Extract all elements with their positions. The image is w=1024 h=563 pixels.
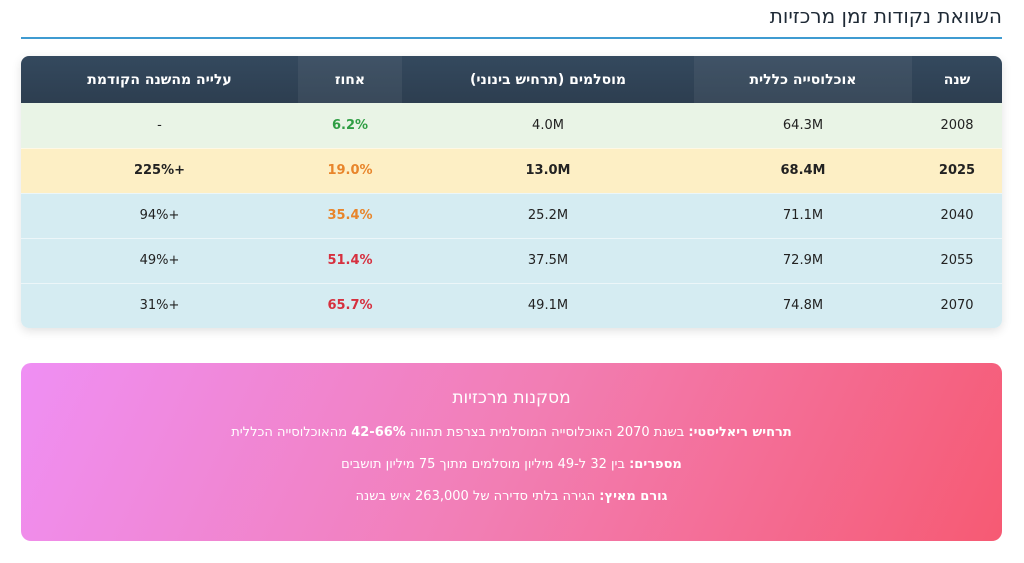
cell-percent: 6.2% — [298, 103, 402, 149]
cell-muslims: 25.2M — [402, 193, 694, 239]
cell-increase: - — [21, 103, 298, 149]
cell-population: 72.9M — [694, 238, 912, 284]
cell-increase: +31% — [21, 283, 298, 328]
table-header-row: שנה אוכלוסייה כללית מוסלמים (תרחיש בינונ… — [21, 56, 1002, 103]
conclusion-text: בין 32 ל-49 מיליון מוסלמים מתוך 75 מיליו… — [341, 457, 630, 472]
conclusion-text: בשנת 2070 האוכלוסייה המוסלמית בצרפת תהוו… — [405, 425, 689, 440]
conclusion-line-realistic: תרחיש ריאליסטי: בשנת 2070 האוכלוסייה המו… — [21, 425, 1002, 440]
cell-year: 2040 — [912, 193, 1002, 239]
cell-year: 2055 — [912, 238, 1002, 284]
table-row: 2070 74.8M 49.1M 65.7% +31% — [21, 283, 1002, 328]
conclusion-text: הגירה בלתי סדירה של 263,000 איש בשנה — [355, 489, 600, 504]
cell-muslims: 37.5M — [402, 238, 694, 284]
column-header-percent: אחוז — [298, 56, 402, 103]
conclusions-box: מסקנות מרכזיות תרחיש ריאליסטי: בשנת 2070… — [21, 363, 1002, 541]
comparison-table-card: שנה אוכלוסייה כללית מוסלמים (תרחיש בינונ… — [21, 56, 1002, 328]
conclusion-highlight: 42-66% — [351, 425, 406, 440]
cell-population: 68.4M — [694, 148, 912, 194]
title-divider — [21, 37, 1002, 39]
cell-muslims: 49.1M — [402, 283, 694, 328]
cell-population: 74.8M — [694, 283, 912, 328]
cell-population: 64.3M — [694, 103, 912, 149]
cell-increase: +225% — [21, 148, 298, 194]
column-header-muslims: מוסלמים (תרחיש בינוני) — [469, 71, 627, 88]
cell-percent: 35.4% — [298, 193, 402, 239]
cell-year: 2025 — [912, 148, 1002, 194]
cell-year: 2070 — [912, 283, 1002, 328]
conclusion-label: תרחיש ריאליסטי: — [688, 425, 792, 440]
cell-increase: +94% — [21, 193, 298, 239]
cell-muslims: 13.0M — [402, 148, 694, 194]
cell-increase: +49% — [21, 238, 298, 284]
cell-muslims: 4.0M — [402, 103, 694, 149]
column-header-population: אוכלוסייה כללית — [694, 56, 912, 103]
table-row: 2040 71.1M 25.2M 35.4% +94% — [21, 193, 1002, 239]
cell-population: 71.1M — [694, 193, 912, 239]
table-row-highlighted: 2025 68.4M 13.0M 19.0% +225% — [21, 148, 1002, 194]
conclusion-label: מספרים: — [629, 457, 682, 472]
page-title: השוואת נקודות זמן מרכזיות — [769, 4, 1002, 28]
comparison-table: שנה אוכלוסייה כללית מוסלמים (תרחיש בינונ… — [21, 56, 1002, 328]
conclusion-line-numbers: מספרים: בין 32 ל-49 מיליון מוסלמים מתוך … — [21, 457, 1002, 472]
conclusions-title: מסקנות מרכזיות — [452, 388, 571, 408]
cell-percent: 51.4% — [298, 238, 402, 284]
conclusion-text: מהאוכלוסייה הכללית — [231, 425, 352, 440]
cell-year: 2008 — [912, 103, 1002, 149]
column-header-increase: עלייה מהשנה הקודמת — [87, 71, 232, 88]
column-header-year: שנה — [943, 71, 971, 88]
table-row: 2055 72.9M 37.5M 51.4% +49% — [21, 238, 1002, 284]
cell-percent: 65.7% — [298, 283, 402, 328]
table-row: 2008 64.3M 4.0M 6.2% - — [21, 103, 1002, 149]
cell-percent: 19.0% — [298, 148, 402, 194]
conclusion-label: גורם מאיץ: — [599, 489, 668, 504]
conclusion-line-accelerator: גורם מאיץ: הגירה בלתי סדירה של 263,000 א… — [21, 489, 1002, 504]
